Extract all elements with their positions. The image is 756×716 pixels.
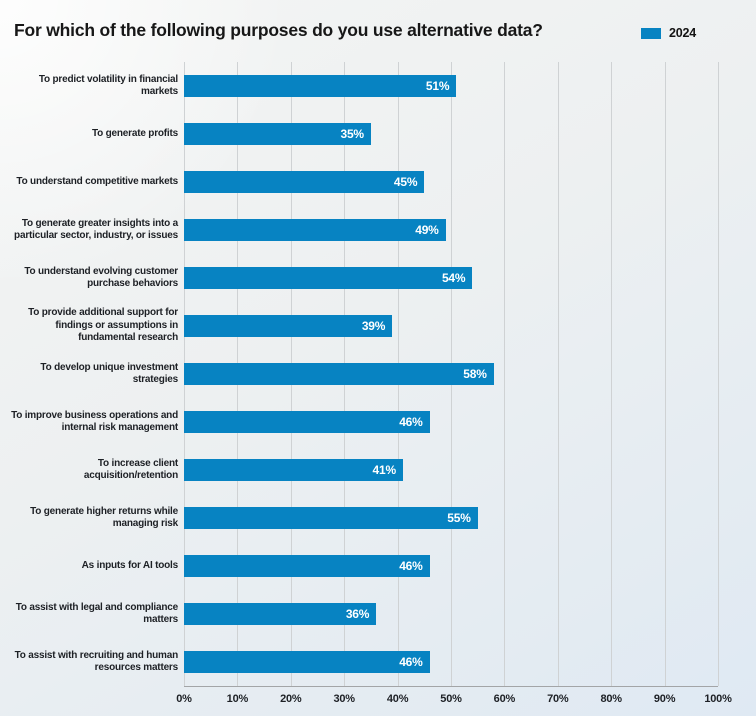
- x-tick-label: 0%: [176, 693, 192, 705]
- bar-row: 35%: [184, 110, 718, 158]
- bar-2024: 41%: [184, 459, 403, 481]
- category-label: To predict volatility in financial marke…: [38, 73, 178, 98]
- bar-row: 41%: [184, 446, 718, 494]
- bar-value-label: 46%: [399, 559, 423, 573]
- x-tick-label: 50%: [440, 693, 462, 705]
- chart-title: For which of the following purposes do y…: [14, 20, 543, 40]
- bar-2024: 46%: [184, 651, 430, 673]
- category-label: To assist with recruiting and human reso…: [14, 649, 179, 674]
- category-label: To understand competitive markets: [16, 175, 178, 187]
- x-tick-label: 90%: [653, 693, 676, 705]
- bar-2024: 58%: [184, 363, 494, 385]
- category-label: To generate greater insights into a part…: [14, 217, 178, 242]
- category-label: As inputs for AI tools: [81, 559, 179, 571]
- bar-value-label: 58%: [463, 367, 487, 381]
- bar-value-label: 49%: [415, 223, 439, 237]
- gridline: [504, 62, 506, 686]
- bar-value-label: 41%: [372, 463, 397, 477]
- plot-area: 51% 35% 45% 49% 54% 39% 58% 46% 41% 55% 46% 36% 46%: [184, 62, 719, 687]
- x-tick-label: 20%: [280, 693, 302, 705]
- category-label: To develop unique investment strategies: [40, 361, 178, 386]
- category-label: To generate higher returns while managin…: [30, 505, 178, 530]
- bar-2024: 54%: [184, 267, 473, 289]
- bar-value-label: 45%: [393, 175, 418, 189]
- bar-row: 58%: [184, 350, 718, 398]
- category-label: To improve business operations and inter…: [11, 409, 178, 434]
- bar-value-label: 46%: [399, 415, 423, 429]
- bar-value-label: 54%: [441, 271, 466, 285]
- bar-rows-layer: 51% 35% 45% 49% 54% 39% 58% 46% 41% 55% 46% 36% 46%: [184, 62, 718, 686]
- legend-swatch-2024: [641, 27, 661, 39]
- bar-2024: 35%: [184, 123, 371, 145]
- category-label: To provide additional support for findin…: [28, 307, 178, 344]
- bar-value-label: 39%: [361, 319, 386, 333]
- bar-row: 46%: [184, 398, 718, 446]
- x-tick-label: 10%: [226, 693, 249, 705]
- bar-2024: 45%: [184, 171, 425, 193]
- x-tick-label: 80%: [600, 693, 622, 705]
- bar-row: 54%: [184, 254, 718, 302]
- gridline: [611, 62, 613, 686]
- bar-2024: 46%: [184, 555, 430, 577]
- bar-value-label: 35%: [340, 127, 364, 141]
- bar-row: 51%: [184, 62, 718, 110]
- category-label-column: To predict volatility in financial marke…: [6, 62, 178, 686]
- bar-row: 46%: [184, 542, 718, 590]
- gridline: [664, 62, 666, 686]
- bar-2024: 39%: [184, 315, 393, 337]
- x-tick-label: 30%: [333, 693, 355, 705]
- legend: 2024: [641, 26, 696, 40]
- category-label: To assist with legal and compliance matt…: [15, 601, 179, 626]
- bar-row: 55%: [184, 494, 718, 542]
- x-tick-label: 100%: [704, 693, 732, 705]
- x-axis: 0% 10% 20% 30% 40% 50% 60% 70% 80% 90% 100%: [176, 687, 732, 715]
- bar-value-label: 36%: [345, 607, 370, 621]
- bar-value-label: 46%: [399, 655, 423, 669]
- x-tick-label: 40%: [386, 693, 409, 705]
- category-label: To increase client acquisition/retention: [83, 457, 178, 482]
- x-tick-label: 70%: [547, 693, 569, 705]
- gridline: [718, 62, 719, 686]
- bar-row: 36%: [184, 590, 718, 638]
- bar-value-label: 55%: [447, 511, 471, 525]
- bar-2024: 55%: [184, 507, 478, 529]
- bar-row: 46%: [184, 638, 718, 686]
- legend-label-2024: 2024: [669, 26, 697, 40]
- x-tick-label: 60%: [493, 693, 516, 705]
- bar-2024: 49%: [184, 219, 446, 241]
- bar-2024: 36%: [184, 603, 377, 625]
- category-label: To generate profits: [91, 127, 178, 139]
- gridline: [557, 62, 559, 686]
- bar-2024: 46%: [184, 411, 430, 433]
- bar-value-label: 51%: [425, 79, 450, 93]
- bar-row: 39%: [184, 302, 718, 350]
- category-label: To understand evolving customer purchase…: [24, 265, 178, 290]
- bar-2024: 51%: [184, 75, 457, 97]
- bar-row: 49%: [184, 206, 718, 254]
- bar-row: 45%: [184, 158, 718, 206]
